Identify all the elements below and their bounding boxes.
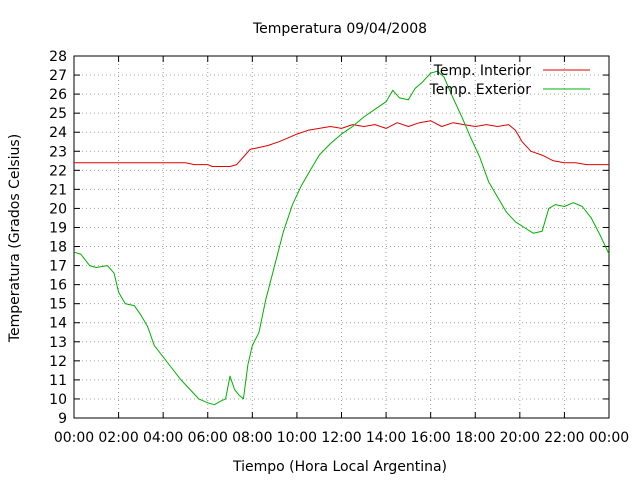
y-tick-label: 26 xyxy=(49,87,67,103)
y-tick-label: 10 xyxy=(49,392,67,408)
y-tick-label: 11 xyxy=(49,373,67,389)
y-tick-label: 18 xyxy=(49,240,67,256)
x-axis-title: Tiempo (Hora Local Argentina) xyxy=(232,459,447,475)
y-axis-title: Temperatura (Grados Celsius) xyxy=(7,134,23,343)
y-tick-label: 17 xyxy=(49,259,67,275)
series-layer xyxy=(73,70,610,406)
x-tick-label: 06:00 xyxy=(188,430,228,446)
y-tick-label: 28 xyxy=(49,49,67,65)
y-tick-label: 23 xyxy=(49,144,67,160)
y-tick-label: 14 xyxy=(49,316,67,332)
y-tick-label: 12 xyxy=(49,354,67,370)
x-tick-label: 20:00 xyxy=(500,430,540,446)
y-tick-label: 19 xyxy=(49,220,67,236)
series-line-temp-exterior xyxy=(73,70,610,406)
axis-ticks: 9 10 11 12 13 14 15 16 17 18 19 20 21 22 23 24 25 26 27 28 0… xyxy=(49,49,629,446)
y-tick-label: 13 xyxy=(49,335,67,351)
y-tick-label: 24 xyxy=(49,125,67,141)
y-tick-label: 21 xyxy=(49,182,67,198)
x-tick-label: 02:00 xyxy=(98,430,138,446)
y-tick-label: 27 xyxy=(49,68,67,84)
y-tick-label: 16 xyxy=(49,278,67,294)
x-tick-label: 10:00 xyxy=(277,430,317,446)
y-tick-label: 9 xyxy=(58,411,67,427)
x-tick-label: 18:00 xyxy=(455,430,495,446)
y-tick-label: 15 xyxy=(49,297,67,313)
x-tick-label: 00:00 xyxy=(589,430,629,446)
x-tick-label: 08:00 xyxy=(232,430,272,446)
x-tick-label: 04:00 xyxy=(143,430,183,446)
legend-label-temp-exterior: Temp. Exterior xyxy=(429,82,532,98)
y-tick-label: 20 xyxy=(49,201,67,217)
legend-label-temp-interior: Temp. Interior xyxy=(433,63,532,79)
legend: Temp. Interior Temp. Exterior xyxy=(429,63,590,98)
x-tick-label: 14:00 xyxy=(366,430,406,446)
x-tick-label: 16:00 xyxy=(410,430,450,446)
y-tick-label: 22 xyxy=(49,163,67,179)
x-tick-label: 22:00 xyxy=(544,430,584,446)
y-tick-label: 25 xyxy=(49,106,67,122)
x-tick-label: 00:00 xyxy=(54,430,94,446)
grid xyxy=(74,56,609,418)
chart-title: Temperatura 09/04/2008 xyxy=(252,21,427,37)
series-line-temp-interior xyxy=(74,120,609,167)
x-tick-label: 12:00 xyxy=(321,430,361,446)
